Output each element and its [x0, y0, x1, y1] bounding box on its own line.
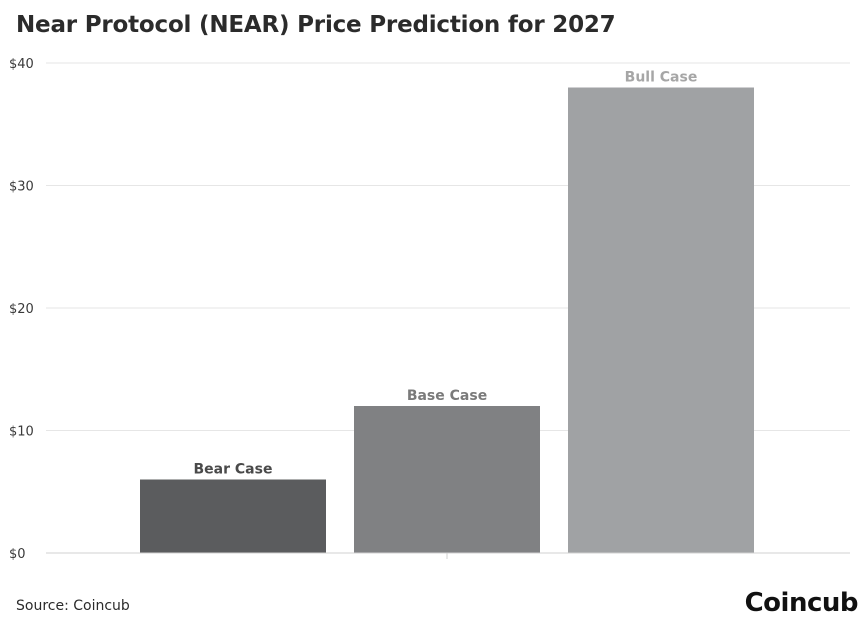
bar-labels: Bear Case Base Case Bull Case [194, 70, 698, 478]
coincub-logo: Coincub [744, 588, 859, 618]
bars [140, 87, 754, 553]
bar-label: Bull Case [625, 70, 698, 86]
bar-bear-case [140, 479, 326, 553]
bar-bull-case [568, 87, 754, 553]
y-tick-label: $10 [9, 425, 34, 440]
bar-base-case [354, 406, 540, 553]
chart-title: Near Protocol (NEAR) Price Prediction fo… [16, 12, 616, 38]
bar-label: Base Case [407, 388, 487, 404]
y-tick-label: $20 [9, 302, 34, 317]
y-tick-label: $40 [9, 57, 34, 72]
y-axis-ticks: $0 $10 $20 $30 $40 [9, 57, 34, 562]
source-note: Source: Coincub [16, 598, 130, 614]
y-tick-label: $0 [9, 547, 26, 562]
bar-label: Bear Case [194, 462, 273, 478]
y-tick-label: $30 [9, 180, 34, 195]
